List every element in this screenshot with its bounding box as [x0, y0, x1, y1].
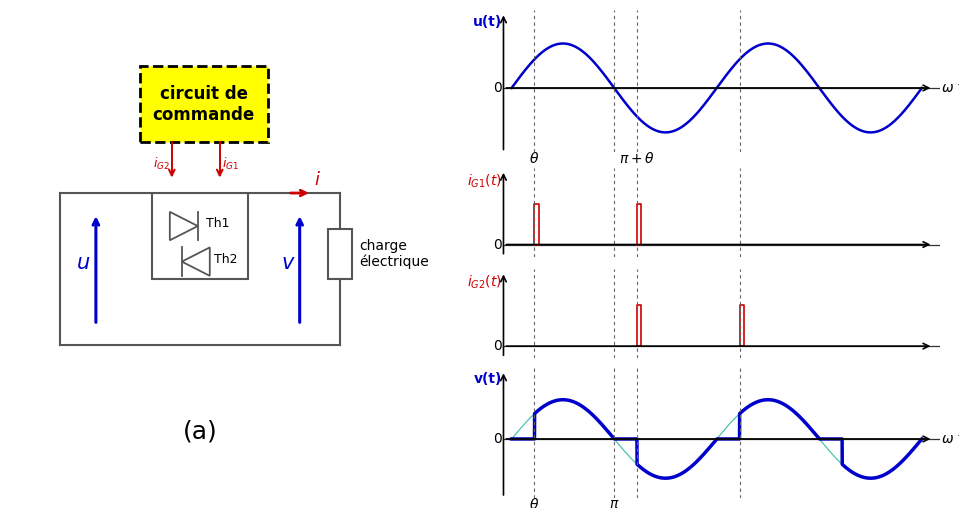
Text: $\pi$: $\pi$	[609, 497, 620, 508]
Text: 0: 0	[493, 81, 502, 95]
Text: $\omega$ t: $\omega$ t	[942, 432, 959, 446]
Text: u(t): u(t)	[473, 15, 502, 28]
Text: v(t): v(t)	[474, 372, 502, 386]
Text: Th2: Th2	[214, 252, 237, 266]
Text: $i$: $i$	[314, 171, 320, 189]
FancyBboxPatch shape	[140, 66, 268, 142]
Text: 0: 0	[493, 339, 502, 353]
Text: u: u	[78, 253, 90, 273]
Bar	[328, 229, 352, 279]
Text: circuit de
commande: circuit de commande	[152, 85, 255, 123]
Text: $\omega$ t: $\omega$ t	[942, 81, 959, 95]
Text: charge
électrique: charge électrique	[360, 239, 430, 269]
Text: $i_{G2}(t)$: $i_{G2}(t)$	[467, 274, 502, 292]
Text: 0: 0	[493, 432, 502, 446]
Text: Th1: Th1	[206, 217, 229, 230]
Text: $i_{G2}$: $i_{G2}$	[152, 155, 170, 172]
Text: $i_{G1}(t)$: $i_{G1}(t)$	[467, 172, 502, 190]
Text: $\theta$: $\theta$	[529, 497, 540, 508]
Text: $i_{G1}$: $i_{G1}$	[222, 155, 239, 172]
Bar	[152, 193, 247, 279]
Text: (a): (a)	[182, 420, 217, 444]
Text: 0: 0	[493, 238, 502, 251]
Text: $\theta$: $\theta$	[529, 151, 540, 166]
Text: v: v	[282, 253, 293, 273]
Text: $\pi+\theta$: $\pi+\theta$	[620, 151, 655, 166]
